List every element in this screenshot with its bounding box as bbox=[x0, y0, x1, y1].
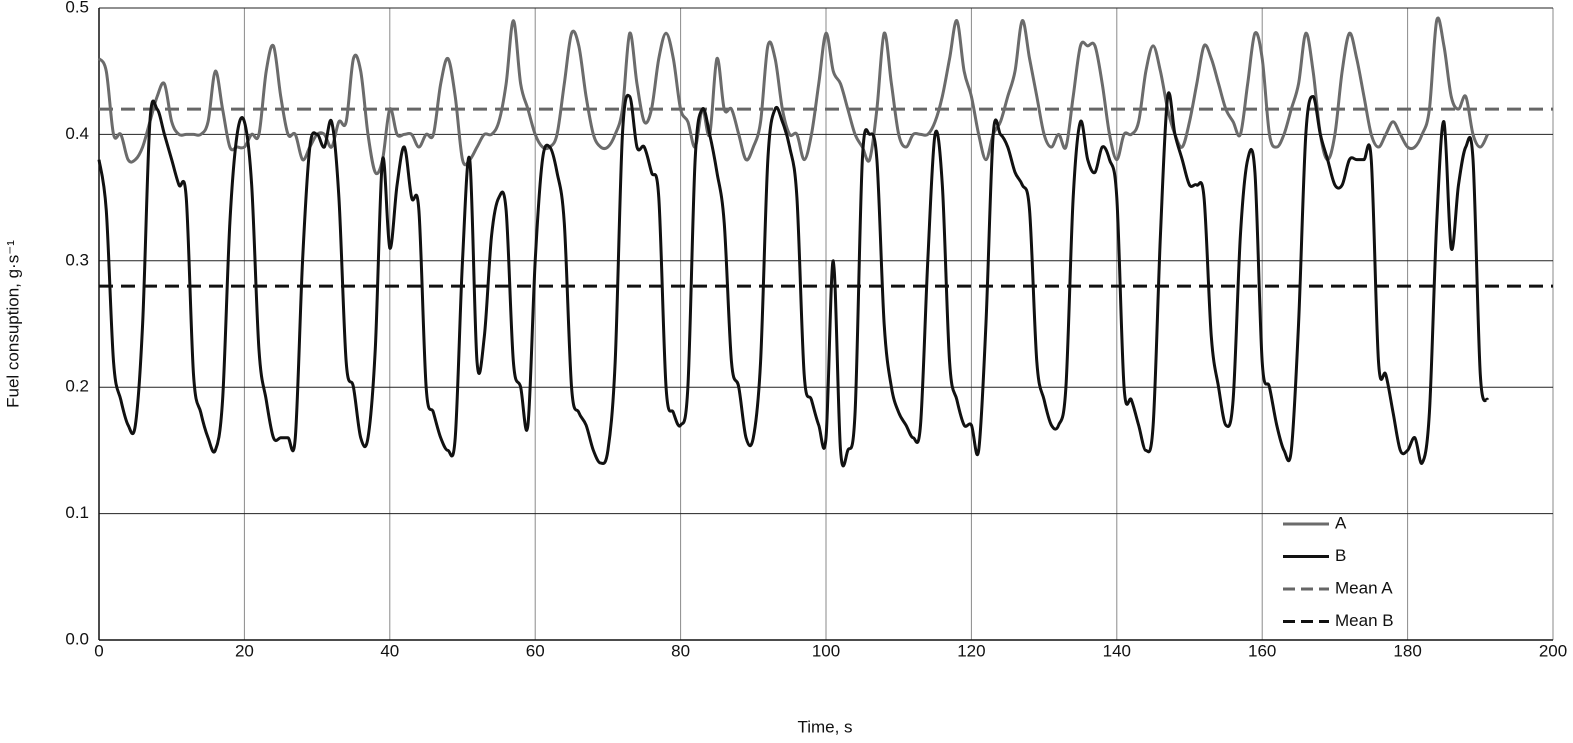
x-tick-label: 80 bbox=[671, 641, 690, 660]
x-tick-label: 160 bbox=[1248, 641, 1276, 660]
x-tick-label: 140 bbox=[1103, 641, 1131, 660]
y-tick-label: 0.4 bbox=[65, 124, 89, 143]
x-tick-label: 120 bbox=[957, 641, 985, 660]
legend-label: Mean B bbox=[1335, 611, 1394, 630]
legend-label: B bbox=[1335, 546, 1346, 565]
series-line bbox=[97, 91, 1490, 468]
y-tick-label: 0.0 bbox=[65, 629, 89, 648]
x-tick-label: 40 bbox=[380, 641, 399, 660]
legend-label: Mean A bbox=[1335, 578, 1393, 597]
y-tick-label: 0.5 bbox=[65, 0, 89, 16]
x-tick-label: 180 bbox=[1393, 641, 1421, 660]
y-tick-label: 0.1 bbox=[65, 503, 89, 522]
legend-label: A bbox=[1335, 513, 1347, 532]
x-axis-label: Time, s bbox=[797, 717, 852, 736]
series-line bbox=[97, 16, 1489, 176]
x-tick-label: 20 bbox=[235, 641, 254, 660]
x-tick-label: 0 bbox=[94, 641, 103, 660]
y-tick-label: 0.2 bbox=[65, 377, 89, 396]
x-tick-label: 100 bbox=[812, 641, 840, 660]
y-axis-label: Fuel consuption, g·s⁻¹ bbox=[3, 240, 22, 408]
x-tick-label: 60 bbox=[526, 641, 545, 660]
x-tick-label: 200 bbox=[1539, 641, 1567, 660]
y-tick-label: 0.3 bbox=[65, 250, 89, 269]
